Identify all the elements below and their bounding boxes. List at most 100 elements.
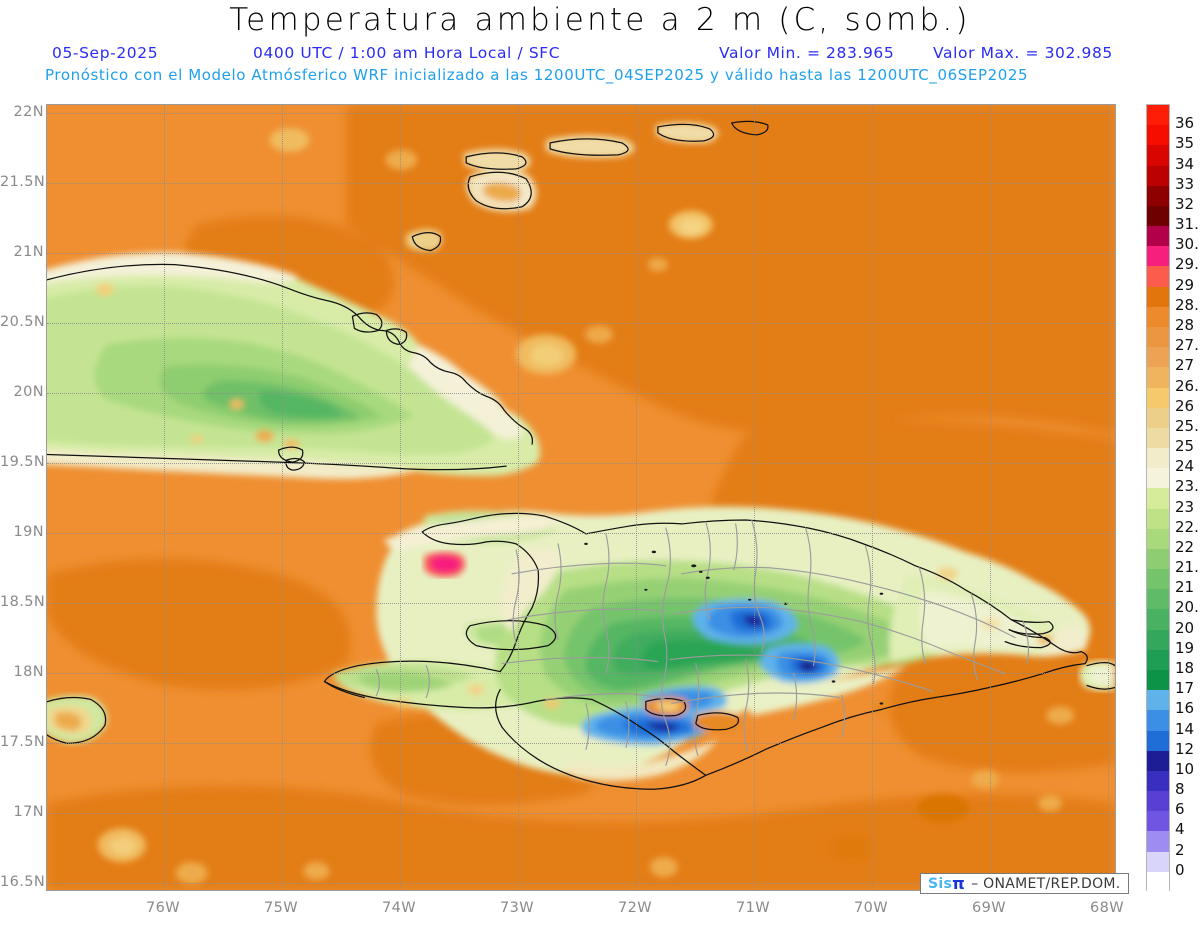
colorbar-tick-label: 17	[1175, 679, 1195, 698]
watermark-sis: Sis	[928, 875, 953, 892]
colorbar-swatch	[1147, 851, 1169, 873]
colorbar-swatch	[1147, 226, 1169, 247]
map-plot-area[interactable]	[46, 104, 1116, 891]
value-min-label: Valor Min. = 283.965	[719, 44, 895, 62]
colorbar-tick-label: 16	[1175, 699, 1195, 718]
colorbar-swatch	[1147, 871, 1169, 893]
colorbar-tick-label: 26.5	[1175, 376, 1200, 395]
colorbar-tick-label: 32	[1175, 194, 1195, 213]
y-axis-label: 20.5N	[0, 314, 46, 330]
colorbar-swatch	[1147, 670, 1169, 691]
colorbar-tick-label: 28	[1175, 315, 1195, 334]
colorbar-tick-label: 31.5	[1175, 215, 1200, 234]
colorbar-swatch	[1147, 831, 1169, 853]
colorbar-tick-label: 12	[1175, 739, 1195, 758]
x-axis-label: 69W	[972, 900, 1006, 916]
colorbar-tick-label: 2	[1175, 840, 1185, 859]
colorbar-tick-label: 19	[1175, 638, 1195, 657]
colorbar-tick-label: 24	[1175, 457, 1195, 476]
colorbar-tick-label: 30.7	[1175, 235, 1200, 254]
watermark-logo: Sis π – ONAMET/REP.DOM.	[920, 873, 1129, 894]
y-axis-label: 17N	[13, 804, 44, 820]
colorbar-swatch	[1147, 185, 1169, 207]
colorbar-swatch	[1147, 205, 1169, 227]
colorbar-tick-label: 29.7	[1175, 255, 1200, 274]
colorbar-swatch	[1147, 468, 1169, 489]
colorbar-swatch	[1147, 750, 1169, 772]
x-axis-label: 70W	[854, 900, 888, 916]
colorbar-swatch	[1147, 730, 1169, 752]
y-axis-label: 18.5N	[0, 594, 46, 610]
x-axis-label: 74W	[382, 900, 416, 916]
colorbar-swatch	[1147, 347, 1169, 368]
colorbar-tick-label: 18	[1175, 659, 1195, 678]
y-axis-label: 21N	[13, 244, 44, 260]
colorbar-tick-label: 28.5	[1175, 295, 1200, 314]
colorbar-swatch	[1147, 448, 1169, 469]
colorbar-tick-label: 21	[1175, 578, 1195, 597]
colorbar-tick-label: 25	[1175, 437, 1195, 456]
colorbar-swatch	[1147, 266, 1169, 288]
colorbar-swatch	[1147, 589, 1169, 611]
colorbar-tick-label: 20	[1175, 618, 1195, 637]
colorbar-swatch	[1147, 407, 1169, 429]
colorbar-tick-label: 35	[1175, 134, 1195, 153]
colorbar-swatch	[1147, 286, 1169, 308]
colorbar-swatch	[1147, 246, 1169, 268]
colorbar-swatch	[1147, 548, 1169, 570]
colorbar-swatch	[1147, 791, 1169, 812]
watermark-org: – ONAMET/REP.DOM.	[971, 875, 1121, 892]
colorbar-tick-label: 22	[1175, 537, 1195, 556]
colorbar-swatch	[1147, 105, 1169, 126]
colorbar-tick-label: 23.5	[1175, 477, 1200, 496]
colorbar-swatch	[1147, 569, 1169, 590]
y-axis-label: 18N	[13, 664, 44, 680]
colorbar-swatch	[1147, 770, 1169, 792]
colorbar-tick-label: 8	[1175, 780, 1185, 799]
colorbar-swatch	[1147, 427, 1169, 449]
colorbar-tick-label: 21.5	[1175, 558, 1200, 577]
colorbar-swatch	[1147, 811, 1169, 833]
temperature-field	[47, 105, 1115, 890]
colorbar-swatch	[1147, 125, 1169, 146]
x-axis-label: 76W	[146, 900, 180, 916]
x-axis-label: 73W	[500, 900, 534, 916]
colorbar-swatch	[1147, 528, 1169, 550]
colorbar-tick-label: 33	[1175, 174, 1195, 193]
colorbar-swatch	[1147, 629, 1169, 651]
colorbar-swatch	[1147, 710, 1169, 732]
colorbar-swatch	[1147, 367, 1169, 389]
colorbar-swatch	[1147, 165, 1169, 187]
colorbar-tick-label: 34	[1175, 154, 1195, 173]
forecast-time: 0400 UTC / 1:00 am Hora Local / SFC	[253, 44, 561, 62]
colorbar[interactable]	[1146, 104, 1170, 893]
colorbar-tick-label: 25.5	[1175, 416, 1200, 435]
y-axis-label: 19N	[13, 524, 44, 540]
value-max-label: Valor Max. = 302.985	[933, 44, 1113, 62]
colorbar-swatch	[1147, 145, 1169, 167]
colorbar-tick-label: 23	[1175, 497, 1195, 516]
y-axis-label: 21.5N	[0, 174, 46, 190]
colorbar-swatch	[1147, 649, 1169, 671]
colorbar-swatch	[1147, 387, 1169, 409]
colorbar-swatch	[1147, 508, 1169, 530]
colorbar-tick-label: 36	[1175, 114, 1195, 133]
x-axis-label: 68W	[1090, 900, 1124, 916]
colorbar-tick-label: 27	[1175, 356, 1195, 375]
y-axis-label: 20N	[13, 384, 44, 400]
colorbar-swatch	[1147, 488, 1169, 510]
model-description: Pronóstico con el Modelo Atmósferico WRF…	[45, 66, 1029, 84]
x-axis-label: 72W	[618, 900, 652, 916]
colorbar-swatch	[1147, 690, 1169, 711]
forecast-date: 05-Sep-2025	[52, 44, 159, 62]
x-axis-label: 75W	[264, 900, 298, 916]
colorbar-tick-label: 6	[1175, 800, 1185, 819]
watermark-pi-icon: π	[952, 874, 966, 893]
colorbar-tick-label: 20.5	[1175, 598, 1200, 617]
colorbar-tick-label: 4	[1175, 820, 1185, 839]
colorbar-tick-label: 14	[1175, 719, 1195, 738]
y-axis-label: 16.5N	[0, 874, 46, 890]
page-title: Temperatura ambiente a 2 m (C, somb.)	[229, 2, 971, 38]
colorbar-tick-label: 27.5	[1175, 336, 1200, 355]
colorbar-swatch	[1147, 326, 1169, 348]
